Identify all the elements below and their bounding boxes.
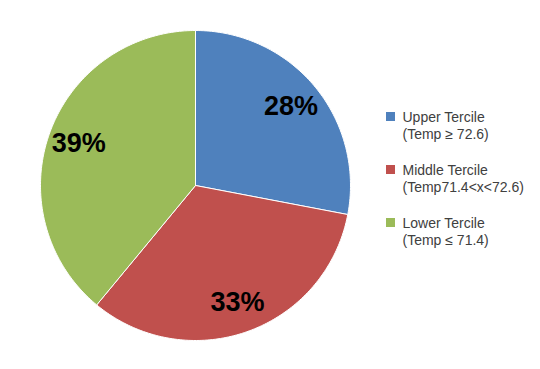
svg-text:28%: 28% [264,91,318,121]
svg-text:Upper Tercile(Temp ≥ 72.6): Upper Tercile(Temp ≥ 72.6) [403,109,489,143]
svg-text:33%: 33% [210,287,264,317]
svg-text:Lower Tercile(Temp ≤ 71.4): Lower Tercile(Temp ≤ 71.4) [403,215,489,249]
svg-text:39%: 39% [52,128,106,158]
svg-text:Middle Tercile(Temp71.4<x<72.6: Middle Tercile(Temp71.4<x<72.6) [403,162,524,196]
